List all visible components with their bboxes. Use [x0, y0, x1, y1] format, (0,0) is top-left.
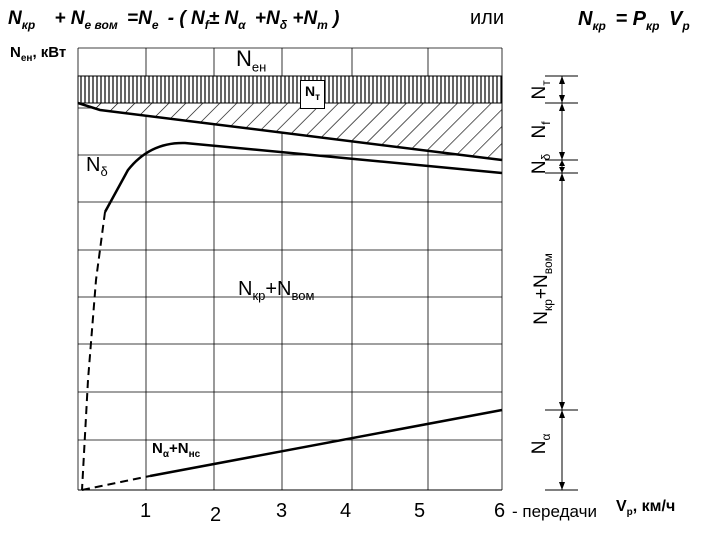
equation-2: Nкр = Pкр Vр: [578, 8, 690, 33]
dimension-scale: [545, 75, 578, 491]
x-suffix: - передачи: [512, 502, 597, 521]
y-axis-label: Nен, кВт: [10, 44, 67, 64]
x-tick-1: 1: [140, 500, 152, 522]
nt-band: [77, 75, 503, 104]
right-label-nkr-nvom: Nкр+Nвом: [531, 253, 555, 325]
nen-label: Nен: [236, 46, 267, 75]
x-tick-4: 4: [340, 500, 352, 522]
nkr-curve-dashed: [81, 211, 106, 491]
equation: Nкр + Nе вом =Nе - ( Nf± Nα +Nδ +Nт ): [8, 8, 340, 32]
nf-lower-line: [77, 101, 503, 162]
ndelta-label: Nδ: [86, 154, 108, 179]
nalpha-nnc-label: Nα+Nнс: [152, 440, 201, 460]
nalpha-line: [149, 408, 503, 478]
x-tick-6: 6: [494, 500, 506, 522]
right-label-nf: Nf: [529, 121, 553, 139]
x-tick-5: 5: [414, 500, 426, 522]
right-label-ndelta: Nδ: [529, 153, 553, 175]
or-word: или: [470, 7, 505, 29]
dimension-arrows: [559, 76, 565, 490]
nkr-curve: [103, 141, 503, 213]
right-label-nalpha: Nα: [529, 433, 553, 455]
nkr-nvom-label: Nкр+Nвом: [238, 278, 315, 303]
nalpha-line-dashed: [81, 475, 151, 491]
x-axis-label: Vр, км/ч: [616, 498, 676, 519]
x-tick-2: 2: [210, 504, 222, 526]
right-label-nt: Nт: [529, 80, 553, 100]
nt-box-label: Nт: [300, 80, 326, 109]
x-tick-3: 3: [276, 500, 288, 522]
